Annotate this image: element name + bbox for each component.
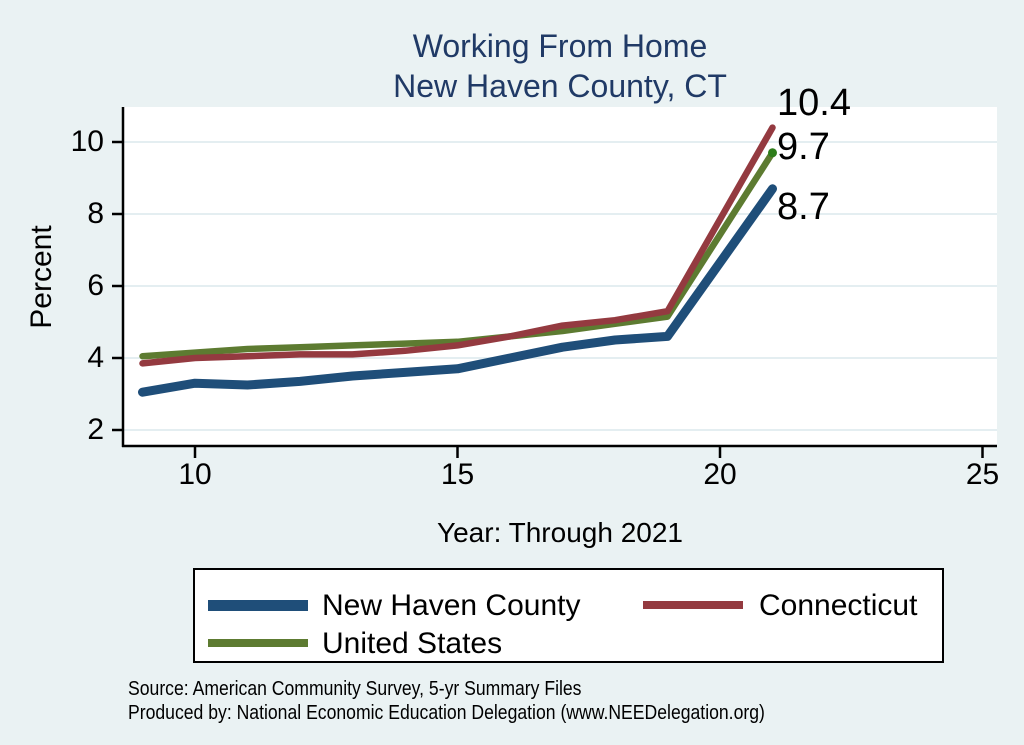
x-axis-title: Year: Through 2021 xyxy=(437,517,683,548)
series-line-connecticut xyxy=(139,124,776,367)
legend-label-connecticut: Connecticut xyxy=(759,589,918,622)
y-tick-label: 2 xyxy=(87,413,104,446)
produced-by-line: Produced by: National Economic Education… xyxy=(128,702,765,724)
x-tick-label: 25 xyxy=(965,458,1000,491)
source-note: Source: American Community Survey, 5-yr … xyxy=(128,677,852,725)
x-tick-label: 10 xyxy=(178,458,212,491)
legend-swatch-connecticut xyxy=(643,601,743,609)
y-tick-label: 6 xyxy=(87,269,104,302)
legend-label-new-haven-county: New Haven County xyxy=(322,589,581,622)
legend-swatch-united-states xyxy=(208,639,308,647)
x-tick-label: 20 xyxy=(703,458,737,491)
end-marker-dot xyxy=(768,148,777,158)
legend: New Haven County Connecticut United Stat… xyxy=(193,568,944,663)
plot-background xyxy=(123,107,997,446)
legend-label-united-states: United States xyxy=(322,627,503,660)
chart-title-line2: New Haven County, CT xyxy=(393,68,727,104)
chart-title: Working From Home New Haven County, CT xyxy=(123,26,997,106)
y-tick-label: 10 xyxy=(70,125,104,158)
end-value-label-connecticut: 10.4 xyxy=(777,81,851,124)
series-line-united-states xyxy=(139,149,776,360)
chart-title-line1: Working From Home xyxy=(412,28,708,64)
y-tick-label: 8 xyxy=(87,197,104,230)
legend-swatch-new-haven-county xyxy=(208,600,308,611)
end-value-label-new-haven-county: 8.7 xyxy=(777,185,830,228)
y-tick-label: 4 xyxy=(87,341,104,374)
series-line-new-haven-county xyxy=(138,184,777,397)
x-tick-label: 15 xyxy=(440,458,475,491)
source-line: Source: American Community Survey, 5-yr … xyxy=(128,678,582,700)
end-value-label-united-states: 9.7 xyxy=(777,125,830,168)
